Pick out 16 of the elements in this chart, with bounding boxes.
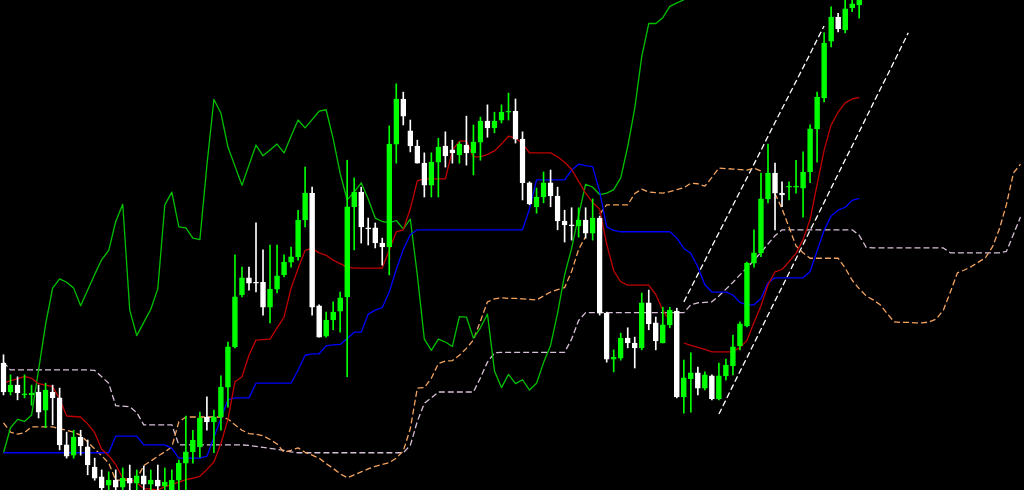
candlestick	[351, 177, 358, 251]
candlestick	[365, 217, 372, 246]
candlestick	[204, 396, 210, 431]
candlestick	[793, 159, 799, 194]
candlestick	[126, 464, 133, 490]
candlestick	[800, 151, 806, 218]
candlestick	[624, 327, 631, 349]
candlestick	[253, 222, 259, 293]
candlestick	[267, 244, 273, 324]
candlestick	[786, 181, 792, 201]
candlestick	[154, 464, 161, 490]
candlestick	[183, 415, 189, 490]
candlestick	[211, 409, 217, 454]
candlestick	[610, 349, 617, 373]
candlestick	[631, 336, 638, 369]
candlestick	[688, 352, 694, 413]
